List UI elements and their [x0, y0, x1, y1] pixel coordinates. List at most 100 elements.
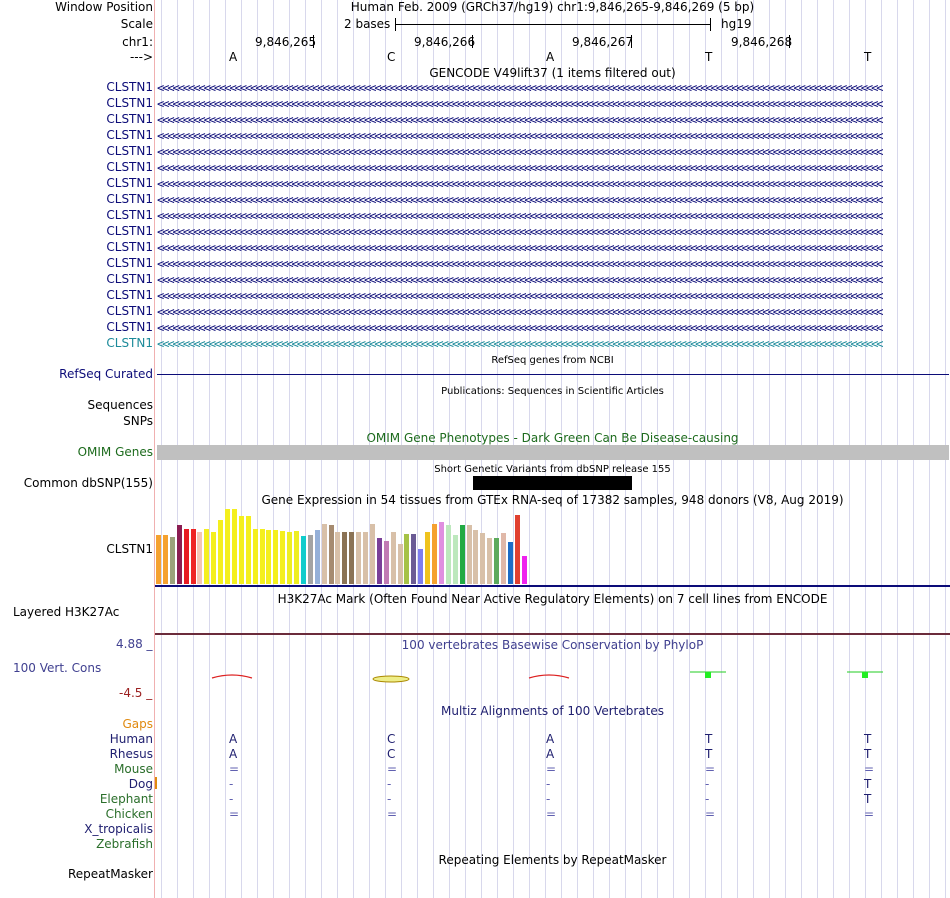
gtex-tissue-bar[interactable]	[197, 532, 203, 584]
gtex-tissue-bar[interactable]	[356, 532, 362, 584]
gtex-tissue-bar[interactable]	[521, 556, 527, 584]
gtex-tissue-bar[interactable]	[204, 529, 210, 584]
gtex-tissue-bar[interactable]	[314, 530, 320, 584]
multiz-species-label[interactable]: Dog	[128, 777, 153, 791]
omim-label[interactable]: OMIM Genes	[77, 445, 153, 459]
repeatmasker-track-title[interactable]: Repeating Elements by RepeatMasker	[438, 853, 667, 867]
gencode-transcript-bar[interactable]: <<<<<<<<<<<<<<<<<<<<<<<<<<<<<<<<<<<<<<<<…	[157, 177, 884, 191]
gencode-transcript-label[interactable]: CLSTN1	[106, 240, 153, 254]
gencode-transcript-bar[interactable]: <<<<<<<<<<<<<<<<<<<<<<<<<<<<<<<<<<<<<<<<…	[157, 257, 884, 271]
gencode-transcript-bar[interactable]: <<<<<<<<<<<<<<<<<<<<<<<<<<<<<<<<<<<<<<<<…	[157, 289, 884, 303]
gencode-transcript-bar[interactable]: <<<<<<<<<<<<<<<<<<<<<<<<<<<<<<<<<<<<<<<<…	[157, 225, 884, 239]
gencode-transcript-bar[interactable]: <<<<<<<<<<<<<<<<<<<<<<<<<<<<<<<<<<<<<<<<…	[157, 145, 884, 159]
gencode-transcript-label[interactable]: CLSTN1	[106, 336, 153, 350]
multiz-species-label[interactable]: Human	[109, 732, 153, 746]
window-position-value[interactable]: Human Feb. 2009 (GRCh37/hg19) chr1:9,846…	[350, 0, 755, 14]
gtex-tissue-bar[interactable]	[211, 532, 217, 584]
gencode-transcript-label[interactable]: CLSTN1	[106, 128, 153, 142]
gtex-tissue-bar[interactable]	[176, 525, 182, 584]
gtex-tissue-bar[interactable]	[363, 532, 368, 584]
dbsnp-track-title[interactable]: Short Genetic Variants from dbSNP releas…	[434, 464, 671, 475]
omim-track-title[interactable]: OMIM Gene Phenotypes - Dark Green Can Be…	[366, 431, 739, 445]
gtex-tissue-bar[interactable]	[411, 534, 417, 584]
gtex-tissue-bar[interactable]	[459, 525, 465, 584]
multiz-track-title[interactable]: Multiz Alignments of 100 Vertebrates	[440, 704, 665, 718]
gtex-tissue-bar[interactable]	[287, 532, 293, 584]
gencode-transcript-bar[interactable]: <<<<<<<<<<<<<<<<<<<<<<<<<<<<<<<<<<<<<<<<…	[157, 129, 884, 143]
gencode-transcript-label[interactable]: CLSTN1	[106, 272, 153, 286]
multiz-species-label[interactable]: Mouse	[114, 762, 153, 776]
gtex-tissue-bar[interactable]	[418, 549, 424, 584]
gtex-tissue-bar[interactable]	[452, 535, 458, 584]
multiz-species-label[interactable]: Elephant	[99, 792, 153, 806]
gtex-tissue-bar[interactable]	[480, 533, 486, 584]
gtex-tissue-bar[interactable]	[494, 538, 500, 584]
gtex-tissue-bar[interactable]	[321, 524, 327, 584]
omim-feature-bar[interactable]	[157, 445, 949, 460]
gtex-tissue-bar[interactable]	[190, 529, 196, 584]
gencode-transcript-label[interactable]: CLSTN1	[106, 208, 153, 222]
gencode-transcript-bar[interactable]: <<<<<<<<<<<<<<<<<<<<<<<<<<<<<<<<<<<<<<<<…	[157, 209, 884, 223]
gtex-tissue-bar[interactable]	[404, 534, 410, 584]
gencode-transcript-label[interactable]: CLSTN1	[106, 320, 153, 334]
gencode-transcript-bar[interactable]: <<<<<<<<<<<<<<<<<<<<<<<<<<<<<<<<<<<<<<<<…	[157, 161, 884, 175]
gencode-transcript-bar[interactable]: <<<<<<<<<<<<<<<<<<<<<<<<<<<<<<<<<<<<<<<<…	[157, 321, 884, 335]
pubs-track-title[interactable]: Publications: Sequences in Scientific Ar…	[441, 386, 664, 397]
gtex-tissue-bar[interactable]	[300, 536, 306, 584]
pubs-sequences-label[interactable]: Sequences	[87, 398, 153, 412]
gencode-transcript-label[interactable]: CLSTN1	[106, 256, 153, 270]
gencode-transcript-label[interactable]: CLSTN1	[106, 192, 153, 206]
refseq-label[interactable]: RefSeq Curated	[59, 367, 153, 381]
gtex-tissue-bar[interactable]	[466, 525, 472, 584]
gtex-tissue-bar[interactable]	[218, 520, 224, 584]
gtex-tissue-bar[interactable]	[501, 533, 506, 584]
gtex-tissue-bar[interactable]	[390, 532, 396, 584]
gtex-tissue-bar[interactable]	[162, 535, 168, 584]
gencode-transcript-label[interactable]: CLSTN1	[106, 176, 153, 190]
gencode-transcript-bar[interactable]: <<<<<<<<<<<<<<<<<<<<<<<<<<<<<<<<<<<<<<<<…	[157, 305, 884, 319]
dbsnp-label[interactable]: Common dbSNP(155)	[23, 476, 153, 490]
gtex-tissue-bar[interactable]	[376, 538, 382, 584]
gencode-transcript-label[interactable]: CLSTN1	[106, 80, 153, 94]
phylop-label[interactable]: 100 Vert. Cons	[13, 661, 102, 675]
gencode-track-title[interactable]: GENCODE V49lift37 (1 items filtered out)	[429, 66, 676, 80]
gencode-transcript-label[interactable]: CLSTN1	[106, 112, 153, 126]
gencode-transcript-bar[interactable]: <<<<<<<<<<<<<<<<<<<<<<<<<<<<<<<<<<<<<<<<…	[157, 193, 884, 207]
multiz-species-label[interactable]: Rhesus	[109, 747, 153, 761]
gtex-tissue-bar[interactable]	[487, 538, 493, 584]
gencode-transcript-label[interactable]: CLSTN1	[106, 160, 153, 174]
gencode-transcript-bar[interactable]: <<<<<<<<<<<<<<<<<<<<<<<<<<<<<<<<<<<<<<<<…	[157, 81, 884, 95]
phylop-plot[interactable]	[155, 660, 950, 690]
gtex-tissue-bar[interactable]	[252, 529, 258, 584]
gtex-tissue-bar[interactable]	[231, 509, 237, 584]
gtex-tissue-bar[interactable]	[514, 515, 520, 584]
gtex-tissue-bar[interactable]	[280, 531, 286, 584]
gtex-tissue-bar[interactable]	[238, 516, 244, 584]
gencode-transcript-label[interactable]: CLSTN1	[106, 288, 153, 302]
gtex-tissue-bar[interactable]	[328, 525, 334, 584]
gtex-tissue-bar[interactable]	[225, 509, 230, 584]
gencode-transcript-bar[interactable]: <<<<<<<<<<<<<<<<<<<<<<<<<<<<<<<<<<<<<<<<…	[157, 337, 884, 351]
gtex-tissue-bar[interactable]	[425, 532, 431, 584]
gencode-transcript-label[interactable]: CLSTN1	[106, 96, 153, 110]
h3k27ac-label[interactable]: Layered H3K27Ac	[13, 605, 120, 619]
gtex-tissue-bar[interactable]	[432, 524, 437, 584]
gtex-tissue-bar[interactable]	[156, 535, 161, 584]
pubs-snps-label[interactable]: SNPs	[123, 414, 153, 428]
gencode-transcript-bar[interactable]: <<<<<<<<<<<<<<<<<<<<<<<<<<<<<<<<<<<<<<<<…	[157, 113, 884, 127]
gtex-tissue-bar[interactable]	[438, 522, 444, 584]
gtex-tissue-bar[interactable]	[473, 530, 479, 584]
gtex-tissue-bar[interactable]	[383, 541, 389, 584]
repeatmasker-label[interactable]: RepeatMasker	[67, 867, 153, 881]
gtex-tissue-bar[interactable]	[294, 531, 299, 584]
gtex-tissue-bar[interactable]	[169, 537, 175, 584]
gencode-transcript-label[interactable]: CLSTN1	[106, 304, 153, 318]
gencode-transcript-label[interactable]: CLSTN1	[106, 144, 153, 158]
multiz-species-label[interactable]: X_tropicalis	[84, 822, 153, 836]
gtex-tissue-bar[interactable]	[307, 535, 313, 584]
gencode-transcript-bar[interactable]: <<<<<<<<<<<<<<<<<<<<<<<<<<<<<<<<<<<<<<<<…	[157, 241, 884, 255]
gtex-track-title[interactable]: Gene Expression in 54 tissues from GTEx …	[261, 493, 844, 507]
gtex-tissue-bar[interactable]	[397, 544, 403, 584]
dbsnp-variant-bar[interactable]	[473, 476, 632, 490]
gtex-tissue-bar[interactable]	[266, 530, 272, 584]
